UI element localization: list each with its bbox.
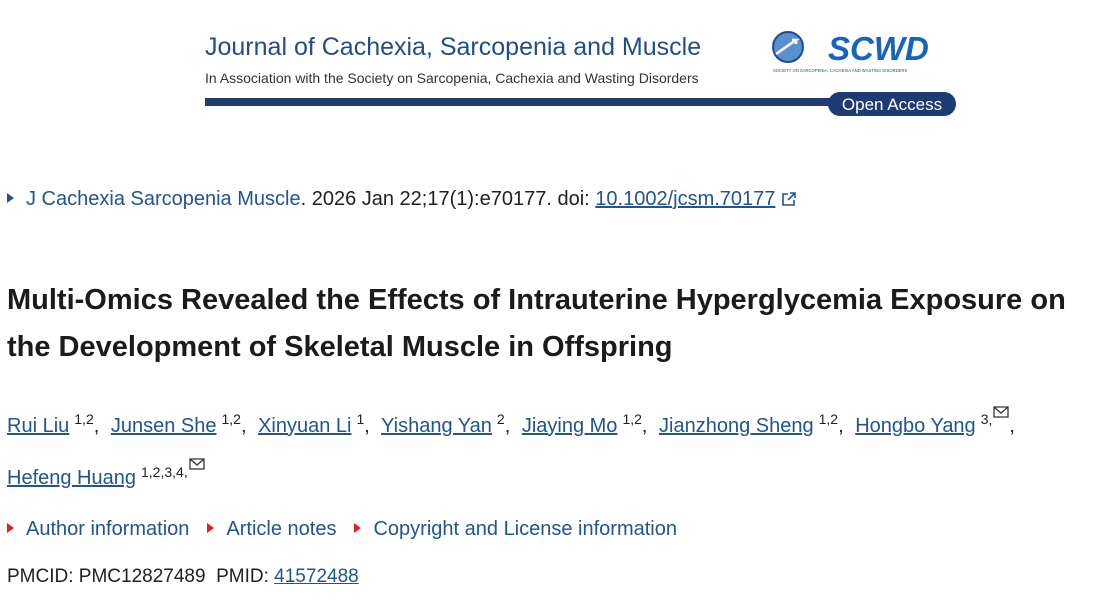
author-name[interactable]: Hongbo Yang bbox=[855, 414, 976, 437]
toggle-icon bbox=[7, 193, 14, 203]
toggle-icon bbox=[207, 523, 215, 533]
access-label: Open Access bbox=[842, 95, 942, 114]
identifiers: PMCID: PMC12827489 PMID: 41572488 bbox=[7, 566, 1102, 588]
author-separator: , bbox=[364, 414, 370, 437]
article-title: Multi‐Omics Revealed the Effects of Intr… bbox=[7, 284, 1066, 363]
section-link[interactable]: Copyright and License information bbox=[373, 518, 677, 540]
author-name[interactable]: Junsen She bbox=[110, 414, 217, 437]
author: Junsen She 1,2, bbox=[110, 411, 253, 437]
author: Jianzhong Sheng 1,2, bbox=[659, 411, 850, 437]
author-list: Rui Liu 1,2, Junsen She 1,2, Xinyuan Li 1, … bbox=[7, 396, 1102, 501]
doi-link[interactable]: 10.1002/jcsm.70177 bbox=[595, 188, 776, 210]
author-separator: , bbox=[1009, 414, 1015, 437]
journal-link[interactable]: J Cachexia Sarcopenia Muscle bbox=[26, 188, 301, 210]
author: Hefeng Huang 1,2,3,4, bbox=[7, 458, 205, 490]
author-affiliations: 1,2 bbox=[74, 411, 94, 427]
author-name[interactable]: Rui Liu bbox=[7, 414, 70, 437]
author-separator: , bbox=[504, 414, 511, 437]
email-icon-path bbox=[189, 458, 205, 470]
access-badge bbox=[828, 92, 956, 116]
email-icon-path bbox=[993, 406, 1010, 418]
author-name[interactable]: Hefeng Huang bbox=[7, 467, 136, 490]
author: Jiaying Mo 1,2, bbox=[521, 411, 654, 437]
author: Xinyuan Li 1, bbox=[258, 411, 376, 437]
pmid-label: PMID: bbox=[216, 566, 269, 587]
banner-bar bbox=[205, 98, 835, 106]
author-separator: , bbox=[240, 414, 247, 437]
logo-arrow bbox=[775, 38, 800, 56]
author-name[interactable]: Yishang Yan bbox=[381, 414, 492, 437]
journal-banner: Journal of Cachexia, Sarcopenia and Musc… bbox=[205, 30, 956, 116]
author-affiliations: 1,2 bbox=[818, 411, 839, 427]
author: Yishang Yan 2, bbox=[381, 411, 516, 437]
citation-details: . 2026 Jan 22;17(1):e70177. doi: bbox=[300, 188, 590, 210]
logo-society: SOCIETY ON SARCOPENIA, CACHEXIA AND WAST… bbox=[773, 68, 907, 73]
section-toggles: Author information Article notes Copyright… bbox=[7, 518, 1102, 541]
citation: J Cachexia Sarcopenia Muscle. 2026 Jan 2… bbox=[7, 188, 1102, 211]
external-icon-path bbox=[782, 192, 796, 206]
banner-association: In Association with the Society on Sarco… bbox=[205, 70, 699, 86]
author-separator: , bbox=[838, 414, 844, 437]
toggle-icon bbox=[7, 523, 14, 533]
author-affiliations: 3 bbox=[980, 411, 989, 427]
author-name[interactable]: Jiaying Mo bbox=[521, 414, 618, 437]
author-affiliations: 2 bbox=[496, 411, 505, 427]
author-separator: , bbox=[641, 414, 648, 437]
section-toggle: Copyright and License information bbox=[354, 518, 677, 540]
section-link[interactable]: Author information bbox=[26, 518, 190, 540]
author-name[interactable]: Jianzhong Sheng bbox=[659, 414, 814, 437]
author-separator: , bbox=[93, 414, 100, 437]
banner-journal: Journal of Cachexia, Sarcopenia and Musc… bbox=[205, 33, 701, 61]
logo-text: SCWD bbox=[828, 30, 929, 67]
section-toggle: Article notes bbox=[207, 518, 336, 540]
pmcid-label: PMCID: bbox=[7, 566, 74, 587]
affiliation-separator: , bbox=[183, 463, 188, 480]
author-affiliations: 1 bbox=[356, 411, 365, 427]
author-affiliations: 1,2 bbox=[221, 411, 241, 427]
affiliation-separator: , bbox=[988, 411, 993, 427]
external-icon bbox=[782, 192, 796, 206]
author-name[interactable]: Xinyuan Li bbox=[258, 414, 352, 437]
section-link[interactable]: Article notes bbox=[226, 518, 337, 540]
email-icon[interactable] bbox=[993, 406, 1010, 418]
pmcid: PMC12827489 bbox=[78, 566, 206, 587]
author-affiliations: 1,2 bbox=[622, 411, 642, 427]
pmid-link[interactable]: 41572488 bbox=[274, 566, 359, 587]
section-toggle: Author information bbox=[7, 518, 189, 540]
email-icon[interactable] bbox=[189, 458, 205, 470]
author: Rui Liu 1,2, bbox=[7, 411, 105, 437]
author-affiliations: 1,2,3,4 bbox=[140, 463, 184, 480]
author: Hongbo Yang 3,, bbox=[855, 406, 1021, 437]
toggle-icon bbox=[354, 523, 362, 533]
